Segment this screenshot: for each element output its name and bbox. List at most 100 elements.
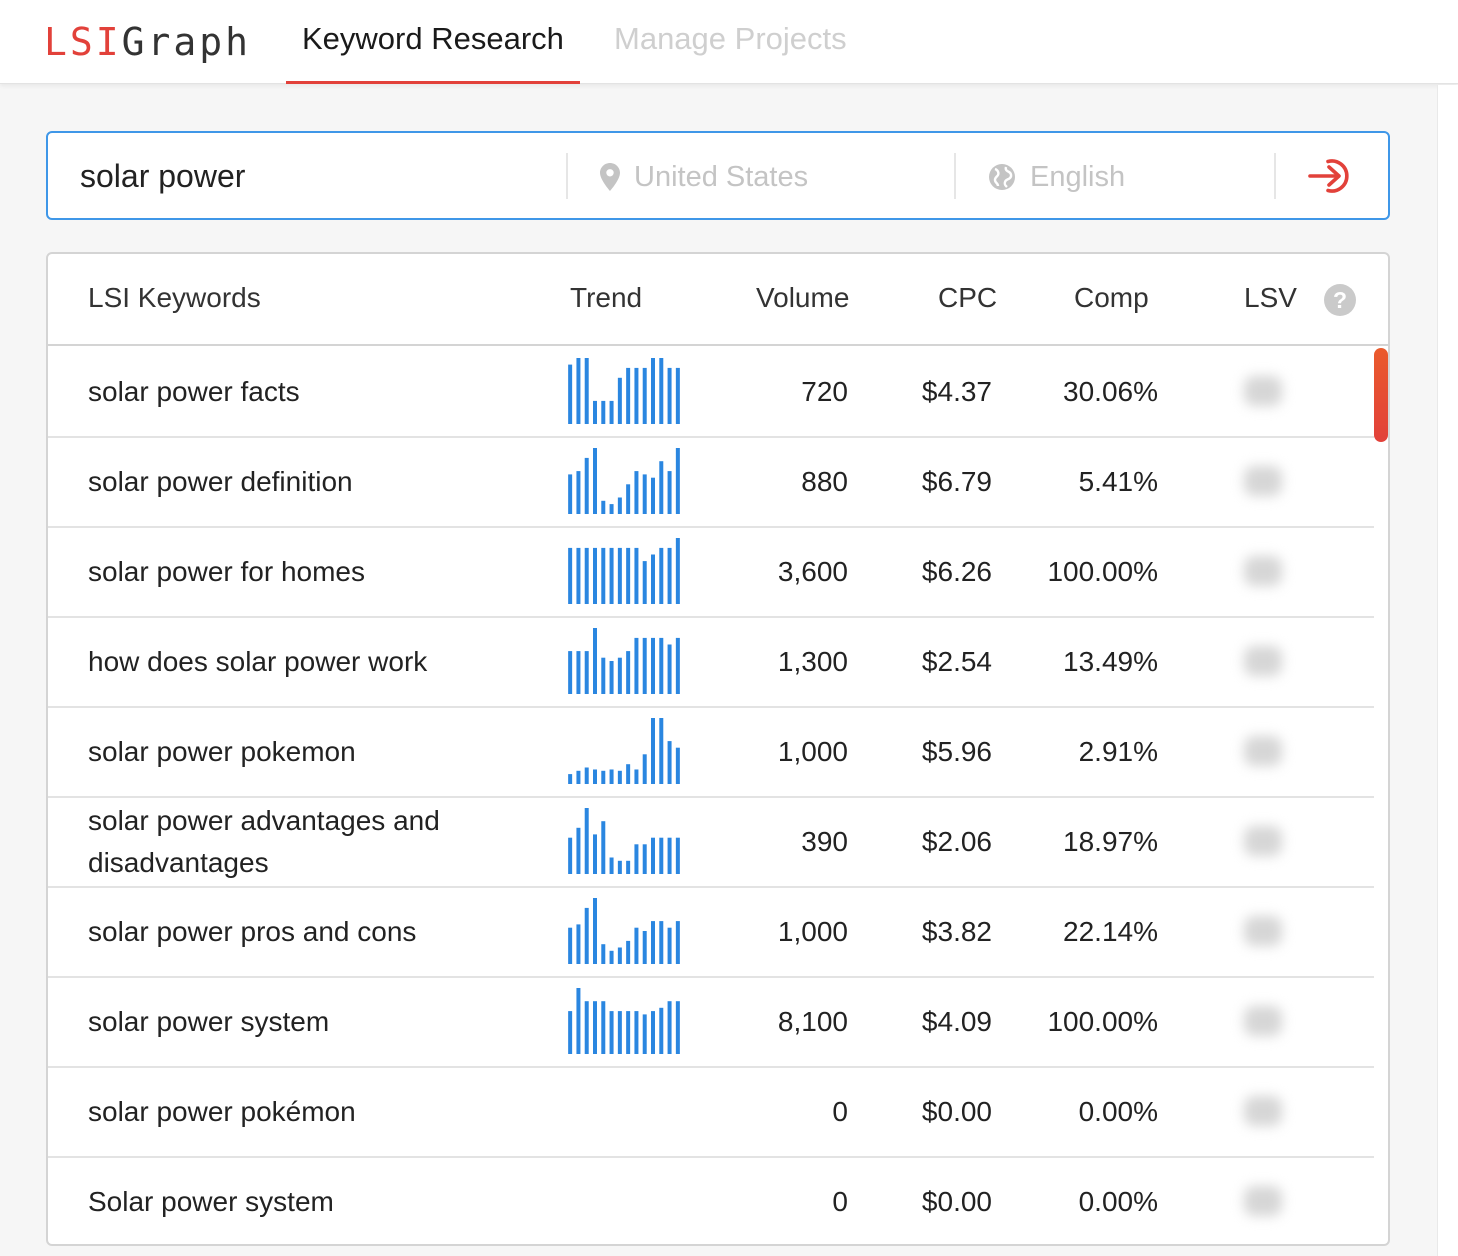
table-row[interactable]: how does solar power work 1,300 $2.54 13.49… xyxy=(48,618,1374,708)
cpc-cell: $5.96 xyxy=(921,736,992,767)
comp-cell: 2.91% xyxy=(1078,736,1158,767)
trend-bar xyxy=(675,637,680,694)
lsv-blurred-value xyxy=(1244,826,1282,856)
trend-bar xyxy=(667,547,672,604)
trend-bar xyxy=(576,471,581,514)
trend-bar xyxy=(675,747,680,784)
trend-bar xyxy=(593,547,597,604)
trend-bar xyxy=(584,767,589,784)
trend-bar xyxy=(576,547,581,604)
trend-sparkline xyxy=(568,538,680,604)
trend-bar xyxy=(576,924,581,964)
table-row[interactable]: solar power advantages and disadvantages… xyxy=(48,798,1374,888)
trend-bar xyxy=(626,940,631,964)
keyword-cell[interactable]: how does solar power work xyxy=(88,646,428,677)
table-row[interactable]: solar power pros and cons 1,000 $3.82 22.14… xyxy=(48,888,1374,978)
trend-bar xyxy=(659,358,664,424)
keyword-search-input[interactable] xyxy=(80,153,550,199)
comp-cell: 22.14% xyxy=(1063,916,1158,947)
keyword-cell[interactable]: solar power pokemon xyxy=(88,736,356,767)
page-scrollbar[interactable] xyxy=(1437,85,1458,1256)
trend-bar xyxy=(675,448,680,514)
trend-bar xyxy=(651,1011,655,1054)
table-row[interactable]: solar power definition 880 $6.79 5.41% xyxy=(48,438,1374,528)
table-row[interactable]: solar power for homes 3,600 $6.26 100.00% xyxy=(48,528,1374,618)
header-comp[interactable]: Comp xyxy=(1074,282,1149,313)
table-row[interactable]: solar power pokemon 1,000 $5.96 2.91% xyxy=(48,708,1374,798)
trend-bar xyxy=(609,504,614,514)
trend-bar xyxy=(634,1011,639,1054)
tab-keyword-research[interactable]: Keyword Research xyxy=(286,20,580,84)
header-lsv[interactable]: LSV xyxy=(1244,282,1297,313)
trend-bar xyxy=(667,644,672,694)
trend-bar xyxy=(642,1014,647,1054)
cpc-cell: $2.54 xyxy=(921,646,992,677)
trend-bar xyxy=(568,1011,573,1054)
keyword-cell[interactable]: solar power advantages and disadvantages xyxy=(88,805,440,878)
trend-bar xyxy=(617,377,622,424)
language-placeholder: English xyxy=(1030,160,1126,193)
comp-cell: 18.97% xyxy=(1063,826,1158,857)
keyword-cell[interactable]: solar power pokémon xyxy=(88,1096,356,1127)
language-field[interactable]: English xyxy=(988,155,1125,199)
keywords-table: LSI Keywords Trend Volume CPC Comp LSV ?… xyxy=(46,252,1390,1246)
trend-bar xyxy=(601,547,606,604)
volume-cell: 390 xyxy=(801,826,848,857)
table-scrollbar-thumb[interactable] xyxy=(1374,348,1388,442)
trend-bar xyxy=(626,367,631,424)
location-pin-icon xyxy=(600,163,620,191)
cpc-cell: $4.09 xyxy=(921,1006,992,1037)
trend-bar xyxy=(576,770,581,784)
trend-bar xyxy=(568,774,573,784)
trend-bar xyxy=(617,547,622,604)
trend-bar xyxy=(601,500,606,514)
keyword-cell[interactable]: solar power facts xyxy=(88,376,300,407)
trend-bar xyxy=(593,1001,597,1054)
table-row[interactable]: solar power pokémon 0 $0.00 0.00% xyxy=(48,1068,1374,1158)
table-header: LSI Keywords Trend Volume CPC Comp LSV ? xyxy=(48,254,1388,346)
trend-bar xyxy=(651,718,655,784)
trend-bar xyxy=(675,837,680,874)
table-row[interactable]: solar power facts 720 $4.37 30.06% xyxy=(48,348,1374,438)
keyword-cell[interactable]: solar power for homes xyxy=(88,556,366,587)
header-volume[interactable]: Volume xyxy=(756,282,850,313)
keyword-cell[interactable]: Solar power system xyxy=(88,1186,334,1217)
comp-cell: 100.00% xyxy=(1047,1006,1158,1037)
trend-bar xyxy=(659,837,664,874)
trend-bar xyxy=(651,837,655,874)
trend-sparkline xyxy=(566,1078,682,1144)
trend-bar xyxy=(626,484,631,514)
table-row[interactable]: solar power system 8,100 $4.09 100.00% xyxy=(48,978,1374,1068)
keyword-cell[interactable]: solar power definition xyxy=(88,466,353,497)
trend-bar xyxy=(642,844,647,874)
trend-bar xyxy=(568,837,573,874)
header-trend[interactable]: Trend xyxy=(570,282,643,313)
search-bar: United States English xyxy=(46,131,1390,220)
search-submit-button[interactable] xyxy=(1306,153,1360,199)
table-row[interactable]: Solar power system 0 $0.00 0.00% xyxy=(48,1158,1374,1244)
trend-bar xyxy=(584,651,589,694)
volume-cell: 720 xyxy=(801,376,848,407)
lsv-blurred-value xyxy=(1244,646,1282,676)
volume-cell: 1,000 xyxy=(777,916,848,947)
tab-manage-projects[interactable]: Manage Projects xyxy=(614,21,847,56)
trend-bar xyxy=(584,547,589,604)
trend-bar xyxy=(651,921,655,964)
header-cpc[interactable]: CPC xyxy=(938,282,998,313)
trend-bar xyxy=(568,651,573,694)
divider xyxy=(954,153,956,199)
trend-bar xyxy=(593,628,597,694)
comp-cell: 0.00% xyxy=(1078,1186,1158,1217)
keyword-cell[interactable]: solar power system xyxy=(88,1006,330,1037)
keyword-cell[interactable]: solar power pros and cons xyxy=(88,916,417,947)
comp-cell: 5.41% xyxy=(1078,466,1158,497)
location-field[interactable]: United States xyxy=(600,155,808,199)
header-lsi-keywords[interactable]: LSI Keywords xyxy=(88,282,261,313)
trend-bar xyxy=(568,474,573,514)
help-icon[interactable]: ? xyxy=(1324,284,1356,316)
trend-bar xyxy=(667,741,672,784)
trend-bar xyxy=(617,1011,622,1054)
trend-bar xyxy=(651,637,655,694)
lsigraph-logo[interactable]: LSIGraph xyxy=(44,20,252,64)
trend-bar xyxy=(593,898,597,964)
